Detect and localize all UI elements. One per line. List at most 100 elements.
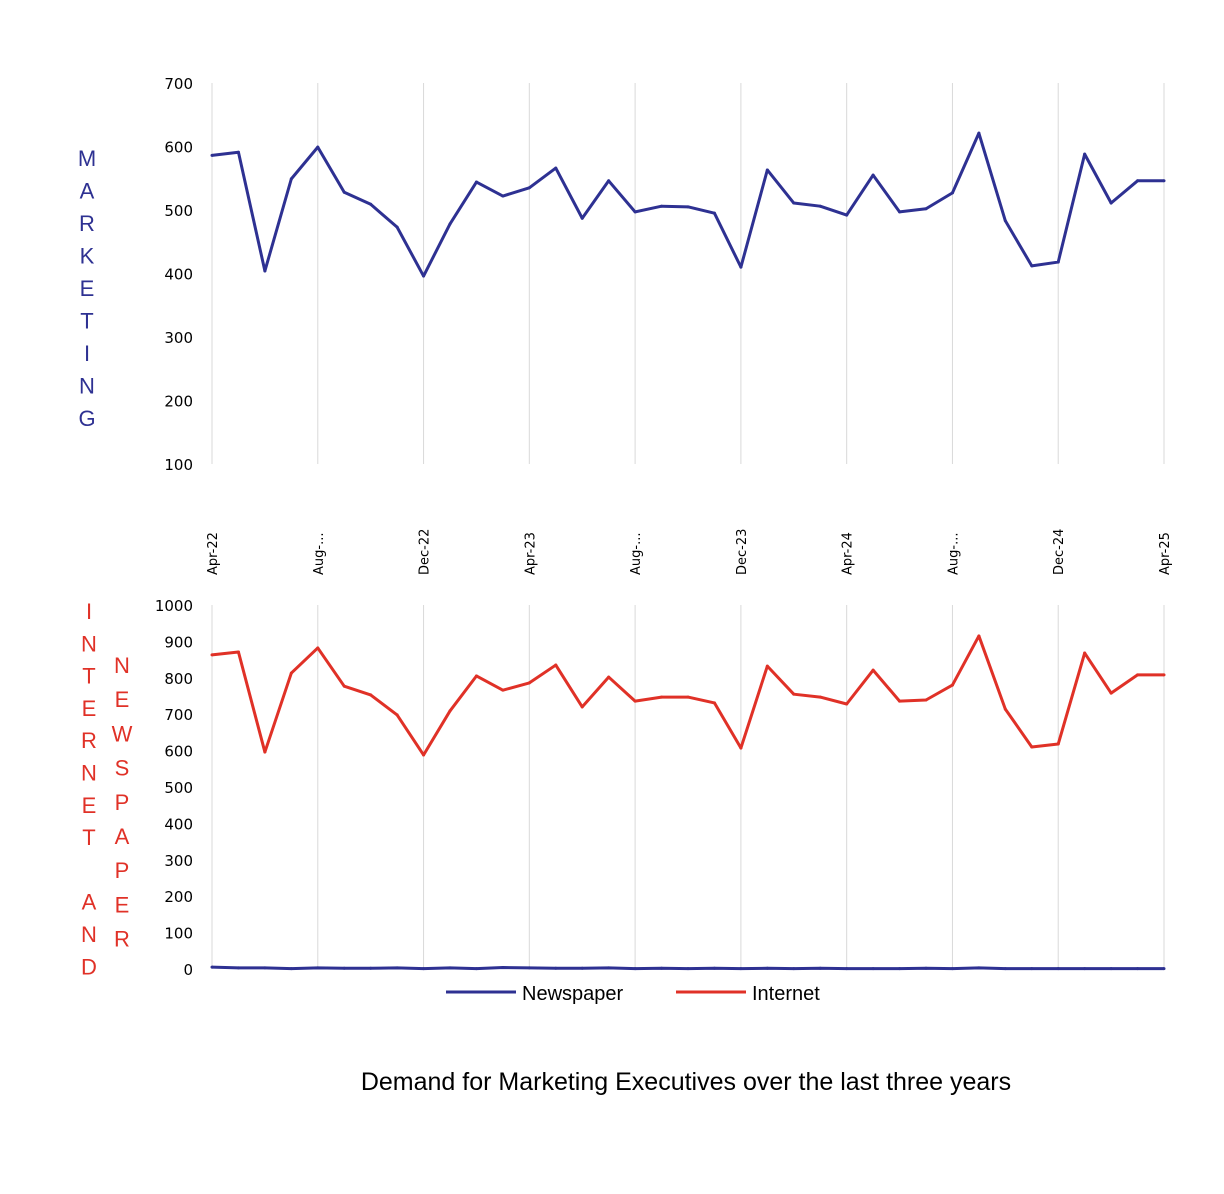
newspaper-series-point [501, 966, 505, 970]
marketing-series-point [765, 168, 769, 172]
internet-series-point [1162, 673, 1166, 677]
newspaper-series-point [236, 966, 240, 970]
marketing-series-point [554, 166, 558, 170]
marketing-series-point [1056, 260, 1060, 264]
internet-series-point [607, 675, 611, 679]
axis-label-letter: I [84, 341, 90, 366]
axis-label-letter: W [112, 721, 133, 746]
internet-series-point [977, 634, 981, 638]
axis-label-letter: A [115, 824, 130, 849]
marketing-series-point [527, 186, 531, 190]
internet-series-point [818, 695, 822, 699]
internet-series-point [950, 683, 954, 687]
internet-series-point [474, 674, 478, 678]
axis-label-letter: T [82, 664, 95, 689]
internet-series-point [765, 664, 769, 668]
axis-label-letter: E [115, 687, 130, 712]
internet-series-point [686, 695, 690, 699]
axis-label-letter: N [79, 374, 95, 399]
internet-series-point [501, 688, 505, 692]
newspaper-series-point [474, 967, 478, 971]
newspaper-series-point [422, 967, 426, 971]
axis-label-letter: N [114, 653, 130, 678]
internet-series-point [1003, 707, 1007, 711]
internet-series-point [739, 746, 743, 750]
marketing-series-point [977, 131, 981, 135]
internet-series-point [898, 699, 902, 703]
newspaper-series-point [871, 967, 875, 971]
axis-label-letter: R [79, 211, 95, 236]
axis-label-letter: K [80, 244, 95, 269]
newspaper-series-point [1030, 967, 1034, 971]
newspaper-series-point [898, 967, 902, 971]
x-tick-label: Aug-... [629, 533, 644, 575]
internet-series-point [289, 671, 293, 675]
internet-series-point [1083, 651, 1087, 655]
internet-series-point [527, 681, 531, 685]
axis-label-letter: A [80, 179, 95, 204]
newspaper-series-point [580, 966, 584, 970]
internet-series-point [1109, 691, 1113, 695]
newspaper-series-point [210, 965, 214, 969]
top-y-tick-label: 200 [164, 393, 193, 411]
bottom-y-tick-label: 600 [164, 743, 193, 761]
internet-series-point [342, 684, 346, 688]
top-chart-series [210, 131, 1166, 278]
marketing-series-point [871, 173, 875, 177]
bottom-y-tick-label: 300 [164, 852, 193, 870]
newspaper-series-point [342, 966, 346, 970]
axis-label-letter: E [80, 276, 95, 301]
marketing-series-point [607, 179, 611, 183]
marketing-series-point [395, 225, 399, 229]
x-tick-label: Aug-... [312, 533, 327, 575]
axis-label-letter: T [82, 825, 95, 850]
newspaper-series-point [554, 966, 558, 970]
newspaper-series-point [316, 966, 320, 970]
marketing-series-point [1109, 201, 1113, 205]
bottom-y-tick-label: 400 [164, 815, 193, 833]
newspaper-series-point [369, 966, 373, 970]
top-y-tick-label: 700 [164, 75, 193, 93]
top-y-tick-label: 600 [164, 139, 193, 157]
newspaper-series-point [765, 966, 769, 970]
internet-series-point [633, 699, 637, 703]
axis-label-letter: N [81, 761, 97, 786]
internet-series-point [792, 692, 796, 696]
x-tick-label: Dec-23 [735, 529, 750, 575]
marketing-series-point [210, 153, 214, 157]
marketing-series-point [633, 210, 637, 214]
bottom-y-tick-label: 0 [183, 961, 193, 979]
newspaper-series-point [845, 967, 849, 971]
newspaper-series-point [289, 967, 293, 971]
newspaper-series-point [660, 966, 664, 970]
axis-label-letter: S [115, 756, 130, 781]
bottom-y-tick-label: 800 [164, 670, 193, 688]
bottom-y-tick-label: 700 [164, 706, 193, 724]
newspaper-series-point [1083, 967, 1087, 971]
internet-series-point [1030, 745, 1034, 749]
axis-label-letter: G [78, 406, 95, 431]
newspaper-series-point [1109, 967, 1113, 971]
legend-newspaper-label: Newspaper [522, 983, 624, 1005]
axis-label-letter: A [82, 890, 97, 915]
marketing-series-point [686, 205, 690, 209]
top-y-tick-label: 100 [164, 456, 193, 474]
x-axis-labels: Apr-22 Aug-... Dec-22 Apr-23 Aug-... Dec-23 Ap… [206, 529, 1173, 575]
newspaper-series-point [1162, 967, 1166, 971]
internet-series-point [660, 695, 664, 699]
newspaper-series-point [263, 966, 267, 970]
x-tick-label: Apr-23 [523, 532, 538, 575]
x-tick-label: Aug-... [946, 533, 961, 575]
newspaper-series-point [924, 966, 928, 970]
internet-series-point [554, 663, 558, 667]
marketing-series-point [739, 265, 743, 269]
x-tick-label: Apr-24 [841, 532, 856, 575]
internet-series-point [263, 750, 267, 754]
axis-label-letter: E [82, 696, 97, 721]
marketing-series-point [1162, 179, 1166, 183]
internet-series-point [871, 668, 875, 672]
axis-label-letter: D [81, 954, 97, 979]
top-chart-y-axis: 100 200 300 400 500 600 700 [164, 75, 193, 474]
